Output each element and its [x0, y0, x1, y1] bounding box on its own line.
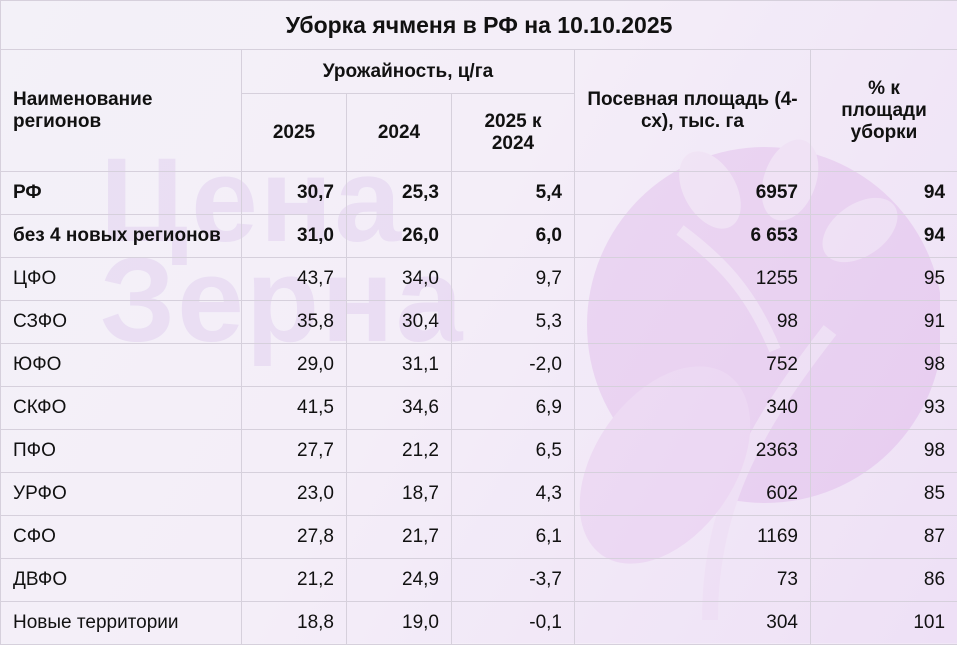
cell-y2025: 27,8 — [242, 516, 347, 559]
cell-area: 73 — [575, 559, 811, 602]
cell-y2024: 24,9 — [347, 559, 452, 602]
cell-area: 752 — [575, 344, 811, 387]
cell-diff: 6,9 — [452, 387, 575, 430]
cell-name: СФО — [1, 516, 242, 559]
cell-pct: 94 — [811, 215, 957, 258]
cell-diff: 5,3 — [452, 301, 575, 344]
cell-pct: 93 — [811, 387, 957, 430]
cell-area: 340 — [575, 387, 811, 430]
cell-y2024: 21,7 — [347, 516, 452, 559]
table-title: Уборка ячменя в РФ на 10.10.2025 — [1, 1, 957, 50]
cell-pct: 87 — [811, 516, 957, 559]
cell-pct: 95 — [811, 258, 957, 301]
cell-diff: -3,7 — [452, 559, 575, 602]
cell-name: Новые территории — [1, 602, 242, 645]
cell-pct: 98 — [811, 344, 957, 387]
cell-area: 1255 — [575, 258, 811, 301]
cell-diff: 6,0 — [452, 215, 575, 258]
column-header-2025: 2025 — [242, 94, 347, 172]
column-header-name: Наименование регионов — [1, 50, 242, 172]
cell-pct: 85 — [811, 473, 957, 516]
column-header-2024: 2024 — [347, 94, 452, 172]
cell-pct: 86 — [811, 559, 957, 602]
cell-name: СКФО — [1, 387, 242, 430]
cell-pct: 98 — [811, 430, 957, 473]
cell-y2024: 18,7 — [347, 473, 452, 516]
cell-name: ПФО — [1, 430, 242, 473]
cell-area: 1169 — [575, 516, 811, 559]
cell-y2024: 34,0 — [347, 258, 452, 301]
cell-diff: 5,4 — [452, 172, 575, 215]
cell-diff: 6,1 — [452, 516, 575, 559]
cell-y2025: 41,5 — [242, 387, 347, 430]
cell-name: РФ — [1, 172, 242, 215]
cell-name: ДВФО — [1, 559, 242, 602]
cell-name: ЮФО — [1, 344, 242, 387]
cell-area: 304 — [575, 602, 811, 645]
cell-y2025: 21,2 — [242, 559, 347, 602]
cell-name: ЦФО — [1, 258, 242, 301]
cell-y2025: 27,7 — [242, 430, 347, 473]
column-header-diff: 2025 к 2024 — [452, 94, 575, 172]
cell-y2025: 29,0 — [242, 344, 347, 387]
cell-area: 602 — [575, 473, 811, 516]
cell-y2024: 34,6 — [347, 387, 452, 430]
column-header-yield: Урожайность, ц/га — [242, 50, 575, 94]
cell-y2025: 23,0 — [242, 473, 347, 516]
cell-pct: 101 — [811, 602, 957, 645]
cell-area: 6957 — [575, 172, 811, 215]
cell-diff: -0,1 — [452, 602, 575, 645]
cell-name: без 4 новых регионов — [1, 215, 242, 258]
cell-diff: 4,3 — [452, 473, 575, 516]
cell-pct: 94 — [811, 172, 957, 215]
cell-name: УРФО — [1, 473, 242, 516]
cell-area: 6 653 — [575, 215, 811, 258]
cell-area: 98 — [575, 301, 811, 344]
cell-area: 2363 — [575, 430, 811, 473]
cell-diff: 9,7 — [452, 258, 575, 301]
cell-pct: 91 — [811, 301, 957, 344]
cell-y2025: 43,7 — [242, 258, 347, 301]
cell-diff: 6,5 — [452, 430, 575, 473]
cell-y2024: 31,1 — [347, 344, 452, 387]
column-header-pct: % к площади уборки — [811, 50, 957, 172]
cell-y2024: 26,0 — [347, 215, 452, 258]
cell-y2024: 30,4 — [347, 301, 452, 344]
cell-y2025: 35,8 — [242, 301, 347, 344]
column-header-area: Посевная площадь (4-сх), тыс. га — [575, 50, 811, 172]
cell-y2024: 21,2 — [347, 430, 452, 473]
cell-y2024: 25,3 — [347, 172, 452, 215]
cell-name: СЗФО — [1, 301, 242, 344]
cell-y2025: 31,0 — [242, 215, 347, 258]
cell-diff: -2,0 — [452, 344, 575, 387]
cell-y2024: 19,0 — [347, 602, 452, 645]
cell-y2025: 18,8 — [242, 602, 347, 645]
cell-y2025: 30,7 — [242, 172, 347, 215]
